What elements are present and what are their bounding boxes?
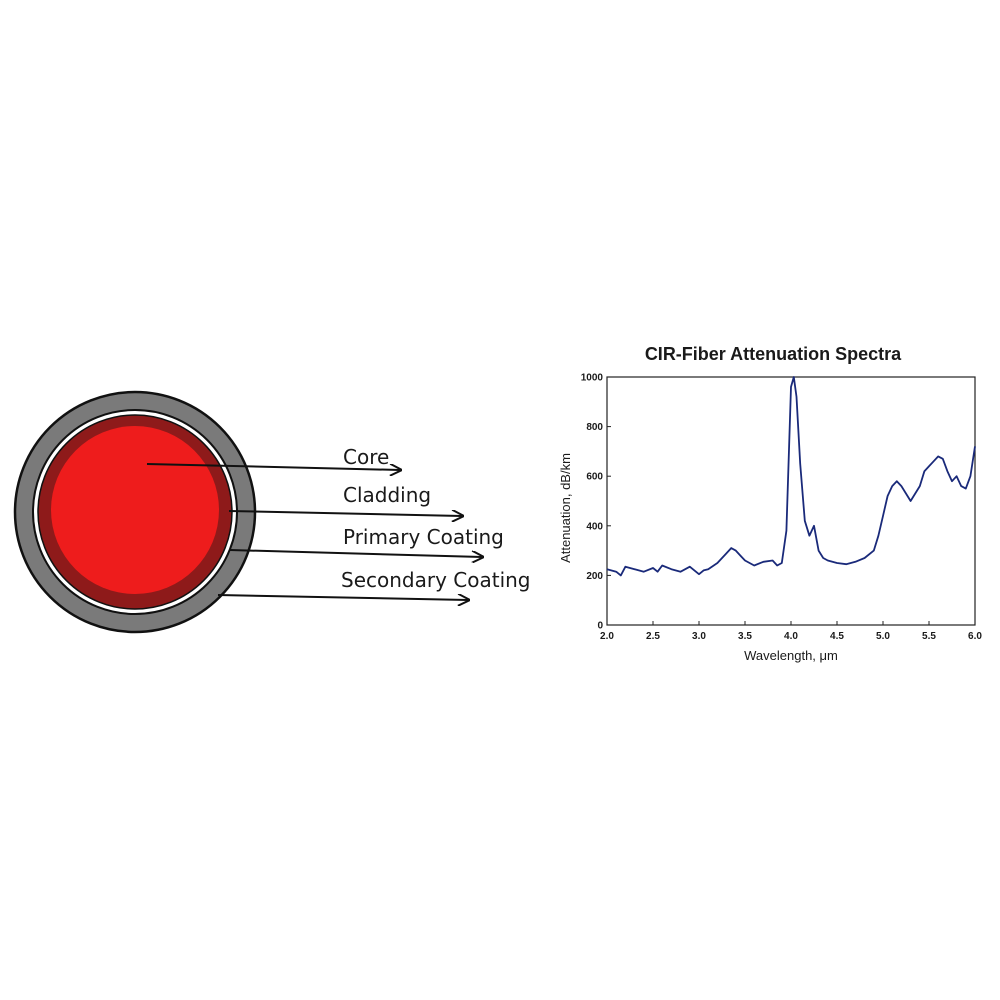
y-tick-label: 600 [586, 472, 603, 483]
x-tick-label: 6.0 [968, 631, 982, 642]
cladding-arrow [228, 511, 462, 516]
attenuation-series-line [606, 376, 976, 577]
core-arrow [146, 463, 400, 470]
chart-title: CIR-Fiber Attenuation Spectra [645, 344, 902, 364]
x-tick-label: 2.0 [600, 631, 614, 642]
y-tick-label: 1000 [581, 373, 604, 384]
primary-coating-arrow [229, 549, 482, 557]
x-tick-label: 5.0 [876, 631, 890, 642]
y-axis-ticks: 0 200 400 600 800 1000 [581, 373, 611, 632]
primary-coating-label: Primary Coating [343, 525, 504, 549]
arrows [146, 463, 482, 600]
x-tick-label: 4.0 [784, 631, 798, 642]
secondary-coating-arrow [217, 595, 468, 600]
x-tick-label: 3.0 [692, 631, 706, 642]
x-axis-ticks: 2.0 2.5 3.0 3.5 4.0 4.5 5.0 5.5 6.0 [600, 621, 982, 642]
core-circle [51, 426, 219, 594]
y-tick-label: 0 [597, 621, 603, 632]
fiber-cross-section [13, 390, 257, 634]
y-tick-label: 800 [586, 422, 603, 433]
x-axis-label: Wavelength, μm [744, 648, 838, 663]
x-tick-label: 3.5 [738, 631, 752, 642]
attenuation-chart: CIR-Fiber Attenuation Spectra 0 200 400 600… [558, 344, 982, 663]
x-tick-label: 5.5 [922, 631, 936, 642]
y-tick-label: 400 [586, 521, 603, 532]
cladding-label: Cladding [343, 483, 431, 507]
y-axis-label: Attenuation, dB/km [558, 453, 573, 563]
secondary-coating-label: Secondary Coating [341, 568, 531, 592]
y-tick-label: 200 [586, 571, 603, 582]
x-tick-label: 2.5 [646, 631, 660, 642]
x-tick-label: 4.5 [830, 631, 844, 642]
core-label: Core [343, 445, 389, 469]
